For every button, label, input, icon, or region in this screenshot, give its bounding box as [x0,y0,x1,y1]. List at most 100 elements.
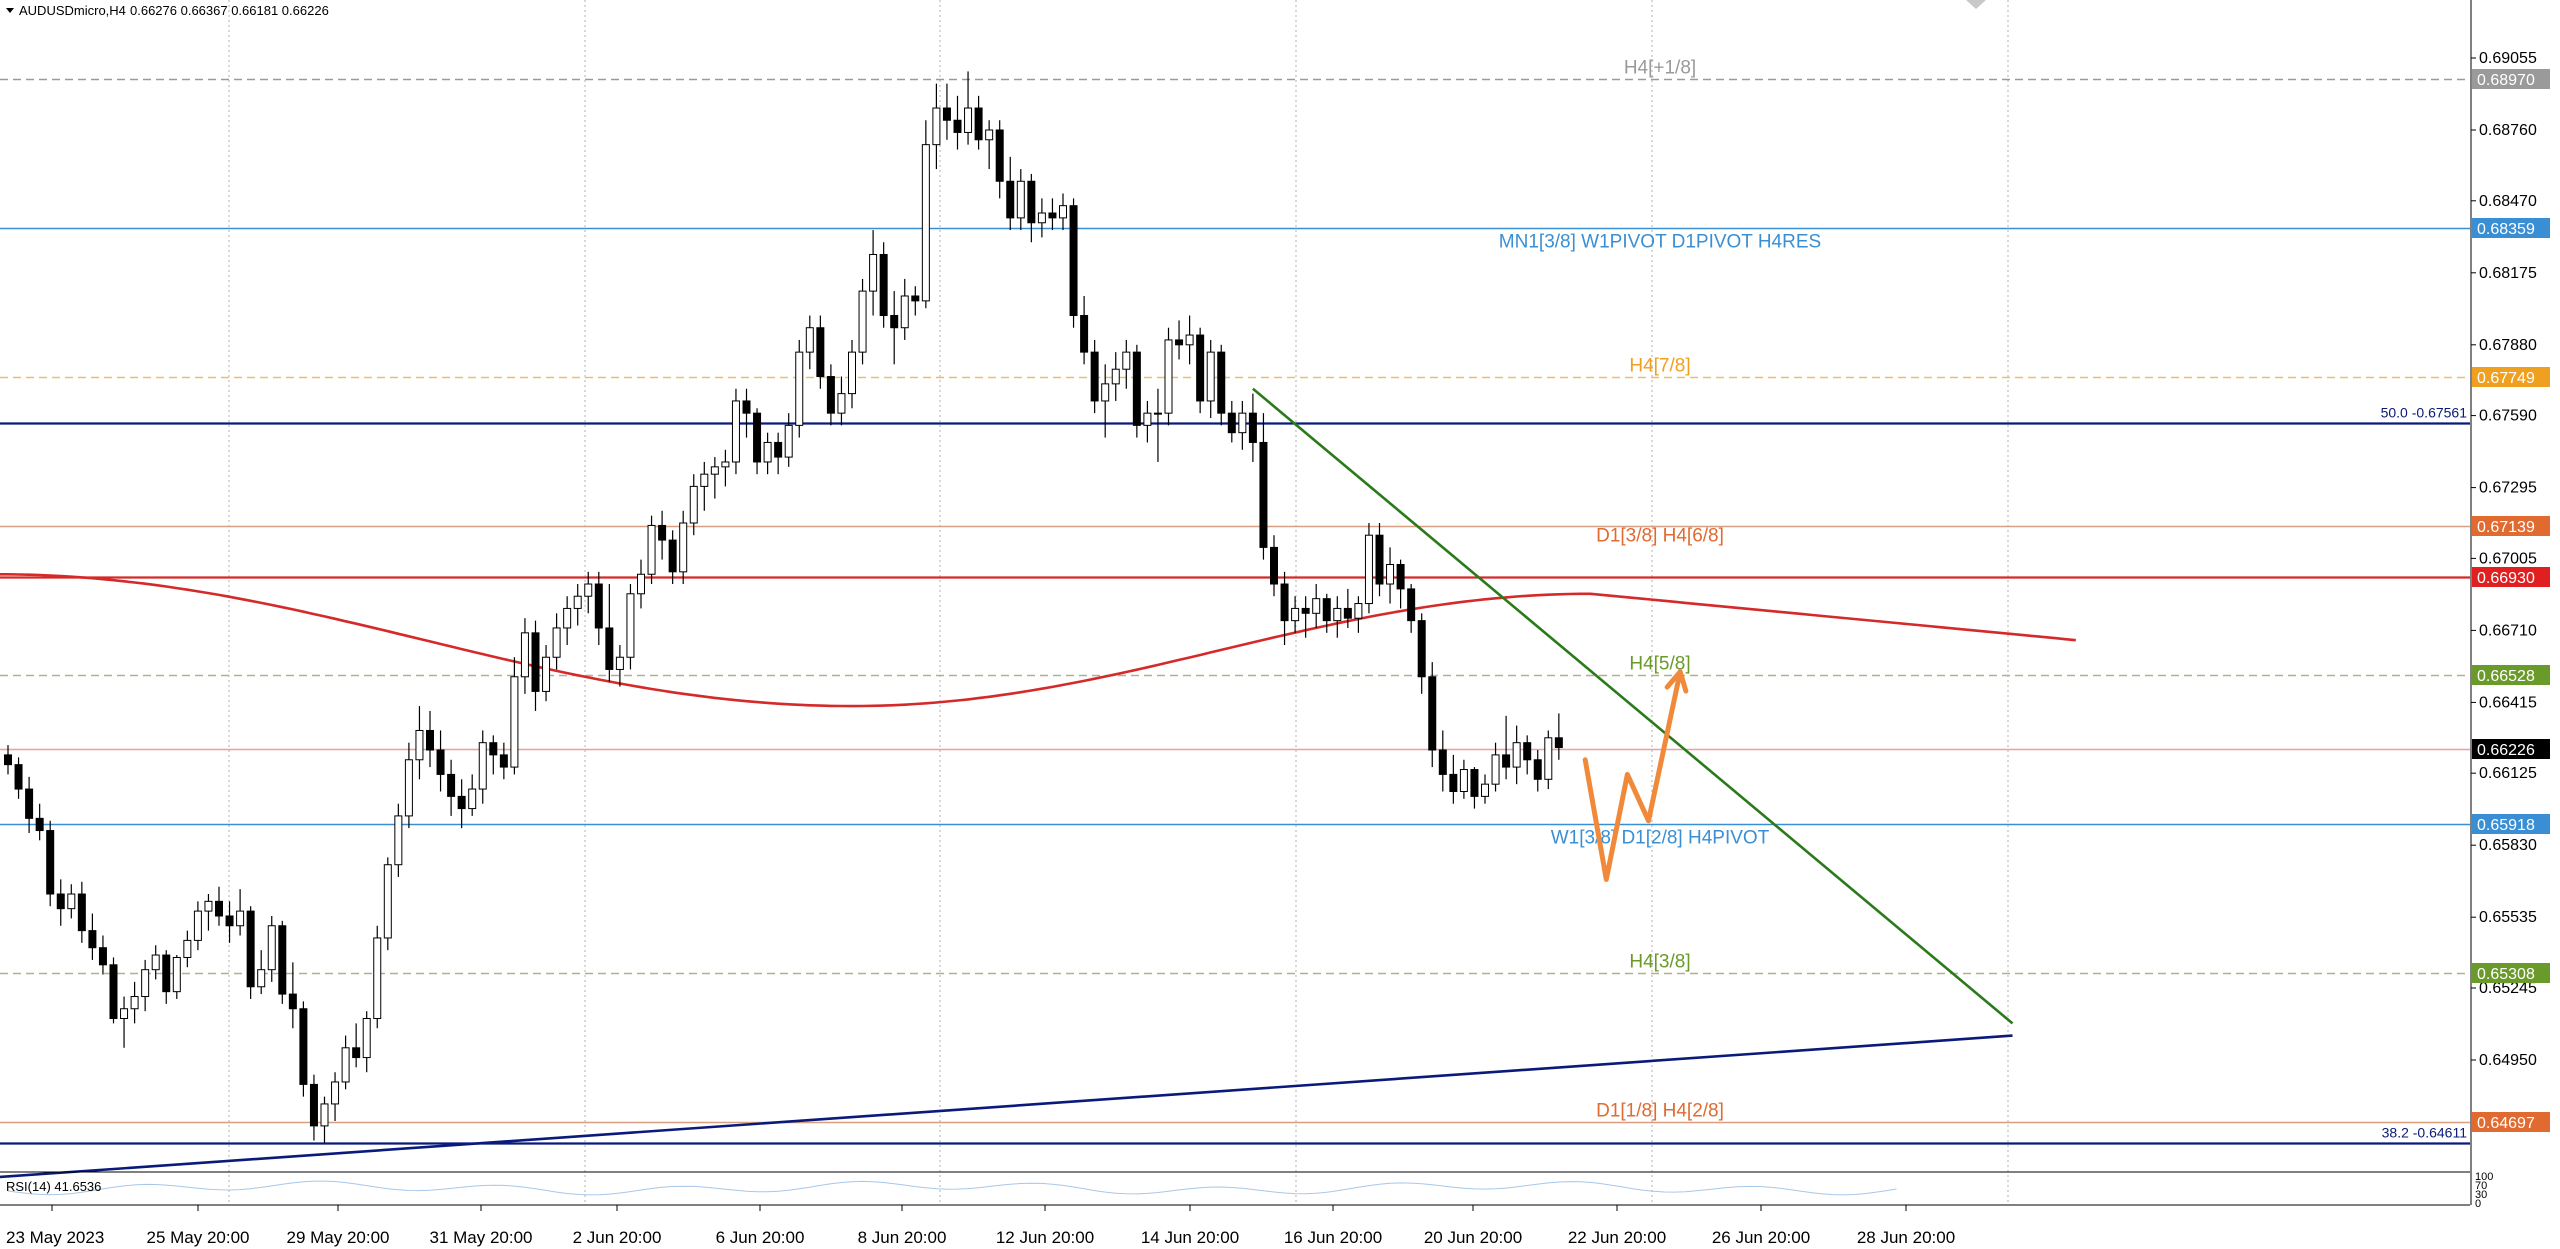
candle-body-71[interactable] [753,412,762,463]
candle-body-122[interactable] [1291,607,1300,622]
candle-body-39[interactable] [415,729,424,761]
candle-body-126[interactable] [1333,607,1342,622]
candle-body-110[interactable] [1164,339,1173,414]
candle-body-58[interactable] [615,656,624,670]
candle-body-115[interactable] [1217,351,1226,414]
candle-body-127[interactable] [1343,607,1352,619]
candle-body-138[interactable] [1459,769,1468,792]
candle-body-70[interactable] [742,400,751,414]
candle-body-55[interactable] [584,583,593,597]
candle-body-99[interactable] [1048,212,1057,219]
candle-body-68[interactable] [721,461,730,468]
candle-body-31[interactable] [331,1081,340,1105]
candle-body-130[interactable] [1375,534,1384,585]
candle-body-101[interactable] [1069,205,1078,317]
candle-body-42[interactable] [447,773,456,797]
candle-body-25[interactable] [267,925,276,971]
candle-body-1[interactable] [14,764,23,790]
candle-body-89[interactable] [942,107,951,121]
scroll-marker-icon[interactable] [1966,0,1986,9]
candle-body-94[interactable] [995,129,1004,182]
candle-body-63[interactable] [668,539,677,573]
candle-body-118[interactable] [1248,412,1257,443]
candle-body-131[interactable] [1386,563,1395,585]
candle-body-97[interactable] [1027,180,1036,224]
candle-body-52[interactable] [552,627,561,658]
candle-body-92[interactable] [974,107,983,141]
candle-body-14[interactable] [151,954,160,971]
candle-body-65[interactable] [689,485,698,524]
candle-body-87[interactable] [921,144,930,302]
candle-body-67[interactable] [710,466,719,475]
candle-body-77[interactable] [816,327,825,378]
candle-body-46[interactable] [489,742,498,756]
candle-body-53[interactable] [563,607,572,629]
candle-body-30[interactable] [320,1103,329,1127]
green-downtrend[interactable] [1252,387,2014,1025]
candle-body-106[interactable] [1122,351,1131,370]
candle-body-143[interactable] [1512,742,1521,768]
candle-body-69[interactable] [731,400,740,463]
candle-body-116[interactable] [1227,412,1236,434]
candle-body-20[interactable] [215,900,223,917]
candle-body-11[interactable] [120,1008,129,1020]
candle-body-104[interactable] [1101,383,1110,402]
candle-body-114[interactable] [1206,351,1215,402]
candle-body-141[interactable] [1491,754,1500,785]
candle-body-48[interactable] [510,676,519,768]
candle-body-98[interactable] [1037,212,1046,224]
candle-body-38[interactable] [404,759,413,817]
candle-body-3[interactable] [35,817,44,832]
candle-body-36[interactable] [383,864,392,939]
candle-body-9[interactable] [98,947,107,966]
candle-body-128[interactable] [1354,603,1363,619]
candle-body-103[interactable] [1090,351,1099,402]
candle-body-120[interactable] [1270,546,1278,585]
candle-body-32[interactable] [341,1047,350,1083]
candle-body-102[interactable] [1080,315,1089,353]
candle-body-136[interactable] [1438,749,1447,775]
candle-body-27[interactable] [288,993,297,1010]
candle-body-41[interactable] [436,749,445,775]
candle-body-10[interactable] [109,964,118,1020]
candle-body-17[interactable] [183,939,192,958]
candle-body-111[interactable] [1175,339,1184,346]
candle-body-147[interactable] [1554,737,1563,749]
candle-body-62[interactable] [658,524,667,541]
navy-uptrend[interactable] [0,1034,2013,1179]
candle-body-113[interactable] [1196,334,1205,402]
candle-body-28[interactable] [299,1008,308,1085]
candle-body-107[interactable] [1132,351,1141,426]
candle-body-40[interactable] [426,729,434,751]
candle-body-24[interactable] [257,969,266,988]
candle-body-82[interactable] [869,253,878,292]
candle-body-132[interactable] [1396,563,1405,590]
candle-body-33[interactable] [352,1047,361,1059]
candle-body-45[interactable] [478,742,487,790]
candle-body-72[interactable] [763,441,772,463]
candle-body-145[interactable] [1533,759,1542,780]
candle-body-133[interactable] [1407,588,1416,622]
candle-body-60[interactable] [637,573,645,595]
candle-body-95[interactable] [1006,180,1015,219]
candle-body-2[interactable] [25,788,34,819]
candle-body-81[interactable] [858,290,867,353]
candle-body-7[interactable] [77,893,86,932]
candle-body-54[interactable] [573,595,582,609]
candle-body-134[interactable] [1417,620,1426,678]
candle-body-78[interactable] [826,376,835,414]
candle-body-125[interactable] [1322,598,1331,622]
candle-body-112[interactable] [1185,334,1194,346]
candle-body-80[interactable] [848,351,856,395]
candle-body-96[interactable] [1016,180,1025,219]
candle-body-57[interactable] [605,627,614,670]
candle-body-139[interactable] [1470,769,1479,797]
candle-body-83[interactable] [879,253,888,317]
candle-body-16[interactable] [172,956,181,993]
candle-body-5[interactable] [56,893,65,910]
candle-body-137[interactable] [1449,773,1458,792]
candle-body-144[interactable] [1523,742,1532,761]
candle-body-15[interactable] [162,954,171,993]
candle-body-26[interactable] [278,925,287,995]
